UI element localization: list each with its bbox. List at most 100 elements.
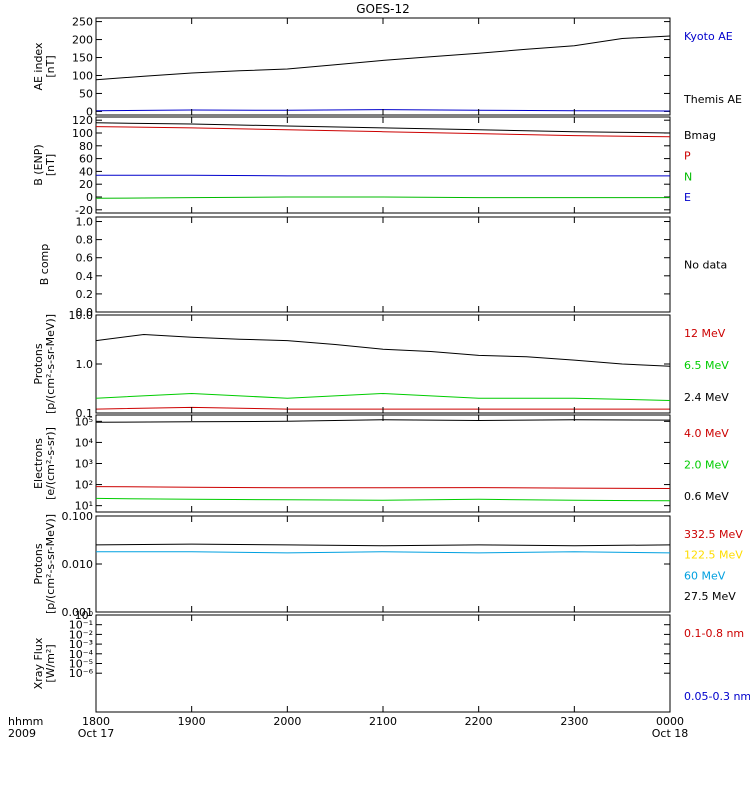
y-tick-label: 10⁻⁴ [69,648,94,661]
legend-entry: 27.5 MeV [684,590,736,603]
year-label: 2009 [8,727,36,740]
y-tick-label: 20 [79,178,93,191]
series-line [96,551,671,554]
y-tick-label: 10¹ [75,500,93,513]
panel-bcomp: 1.0 0.8 0.6 0.4 0.2 0.0 B comp No data [38,216,727,319]
y-axis-label: [nT] [44,154,57,176]
panel-protons1: 10.0 1.0 0.1 Protons [p/(cm²-s-sr-MeV)] 12 Me… [32,309,729,420]
y-tick-label: 1.0 [76,216,94,229]
time-axis: hhmm 2009 Oct 17 Oct 18 1800 1900 2000 2100… [8,715,688,740]
y-tick-label: 250 [72,16,93,29]
y-axis-label: Protons [32,343,45,384]
y-axis-label: B comp [38,244,51,286]
y-axis-label: [W/m²] [44,644,57,682]
y-tick-label: 200 [72,34,93,47]
y-tick-label: 0.1 [76,407,94,420]
series-line [96,174,670,177]
legend-entry: 0.1-0.8 nm [684,627,744,640]
legend-entry: E [684,191,691,204]
panel-frame [95,17,671,116]
legend-entry: 6.5 MeV [684,359,729,372]
y-tick-label: 40 [79,165,93,178]
start-date-label: Oct 17 [78,727,115,740]
legend-entry: 60 MeV [684,569,726,582]
y-tick-label: 100 [72,69,93,82]
series-line [95,543,671,547]
x-tick-label: 2200 [465,715,493,728]
y-tick-label: 0.100 [62,510,94,523]
y-tick-label: 10⁻⁵ [69,658,93,671]
legend-entry: 4.0 MeV [684,427,729,440]
y-tick-label: 60 [79,153,93,166]
y-tick-label: 10³ [75,458,93,471]
legend-entry: N [684,170,692,183]
series-line [95,126,671,138]
series-line [95,486,671,489]
legend-entry: Kyoto AE [684,30,733,43]
legend-entry: Themis AE [683,93,742,106]
legend-entry: 0.05-0.3 nm [684,690,750,703]
y-tick-label: 0.2 [76,288,94,301]
y-tick-label: 0.6 [76,252,94,265]
y-axis-label: Electrons [32,438,45,489]
panel-electrons: 10⁵ 10⁴ 10³ 10² 10¹ Electrons [e/(cm²-s-sr)] 4.… [32,414,729,513]
x-tick-label: 2100 [369,715,397,728]
y-tick-label: 0.0 [76,306,94,319]
y-tick-label: -20 [75,204,93,217]
y-tick-label: 0 [86,191,93,204]
plot-title: GOES-12 [356,2,410,16]
series-line [95,497,671,502]
y-tick-label: 0 [86,105,93,118]
time-row-label: hhmm [8,715,43,728]
y-tick-label: 150 [72,52,93,65]
legend-entry: No data [684,259,727,272]
y-tick-label: 50 [79,87,93,100]
y-tick-label: 1.0 [76,358,94,371]
x-tick-label: 2300 [560,715,588,728]
y-axis-label: [e/(cm²-s-sr)] [44,427,57,500]
y-tick-label: 10⁻¹ [69,619,93,632]
panel-frame [95,515,671,613]
y-tick-label: 10⁰ [75,609,94,622]
series-line [95,196,670,199]
legend-entry: 0.6 MeV [684,490,729,503]
series-line [95,35,671,81]
y-tick-label: 10⁻⁶ [69,667,94,680]
y-axis-label: [nT] [44,55,57,77]
y-tick-label: 10⁴ [75,436,94,449]
legend-entry: 122.5 MeV [684,549,743,562]
y-tick-label: 10⁻³ [69,638,93,651]
y-tick-label: 120 [72,114,93,127]
y-axis-label: Protons [32,543,45,584]
x-tick-label: 2000 [273,715,301,728]
legend-entry: 2.4 MeV [684,391,729,404]
y-tick-label: 10.0 [69,309,94,322]
y-tick-label: 10⁵ [75,415,93,428]
y-axis-label: [p/(cm²-s-sr-MeV)] [44,514,57,614]
y-tick-label: 0.001 [62,606,94,619]
y-tick-label: 0.010 [62,558,94,571]
series-line [95,333,671,367]
x-tick-label: 0000 [656,715,684,728]
legend-entry: P [684,150,691,163]
legend-entry: Bmag [684,129,716,142]
y-axis-label: AE index [32,42,45,91]
panel-protons2: 0.100 0.010 0.001 Protons [p/(cm²-s-sr-MeV)]… [32,510,743,619]
x-tick-label: 1800 [82,715,110,728]
y-tick-label: 10⁻² [69,628,93,641]
panel-ae: 250 200 150 100 50 0 AE index [nT] Kyoto AE Themi… [32,16,742,119]
panel-frame [95,216,671,313]
y-tick-label: 0.8 [76,234,94,247]
y-axis-label: Xray Flux [32,637,45,689]
legend-entry: 2.0 MeV [684,459,729,472]
series-line [95,392,671,401]
y-tick-label: 0.4 [76,270,94,283]
series-line [95,122,671,134]
y-tick-label: 10² [75,479,93,492]
legend-entry: 332.5 MeV [684,528,743,541]
y-axis-label: B (ENP) [32,144,45,185]
